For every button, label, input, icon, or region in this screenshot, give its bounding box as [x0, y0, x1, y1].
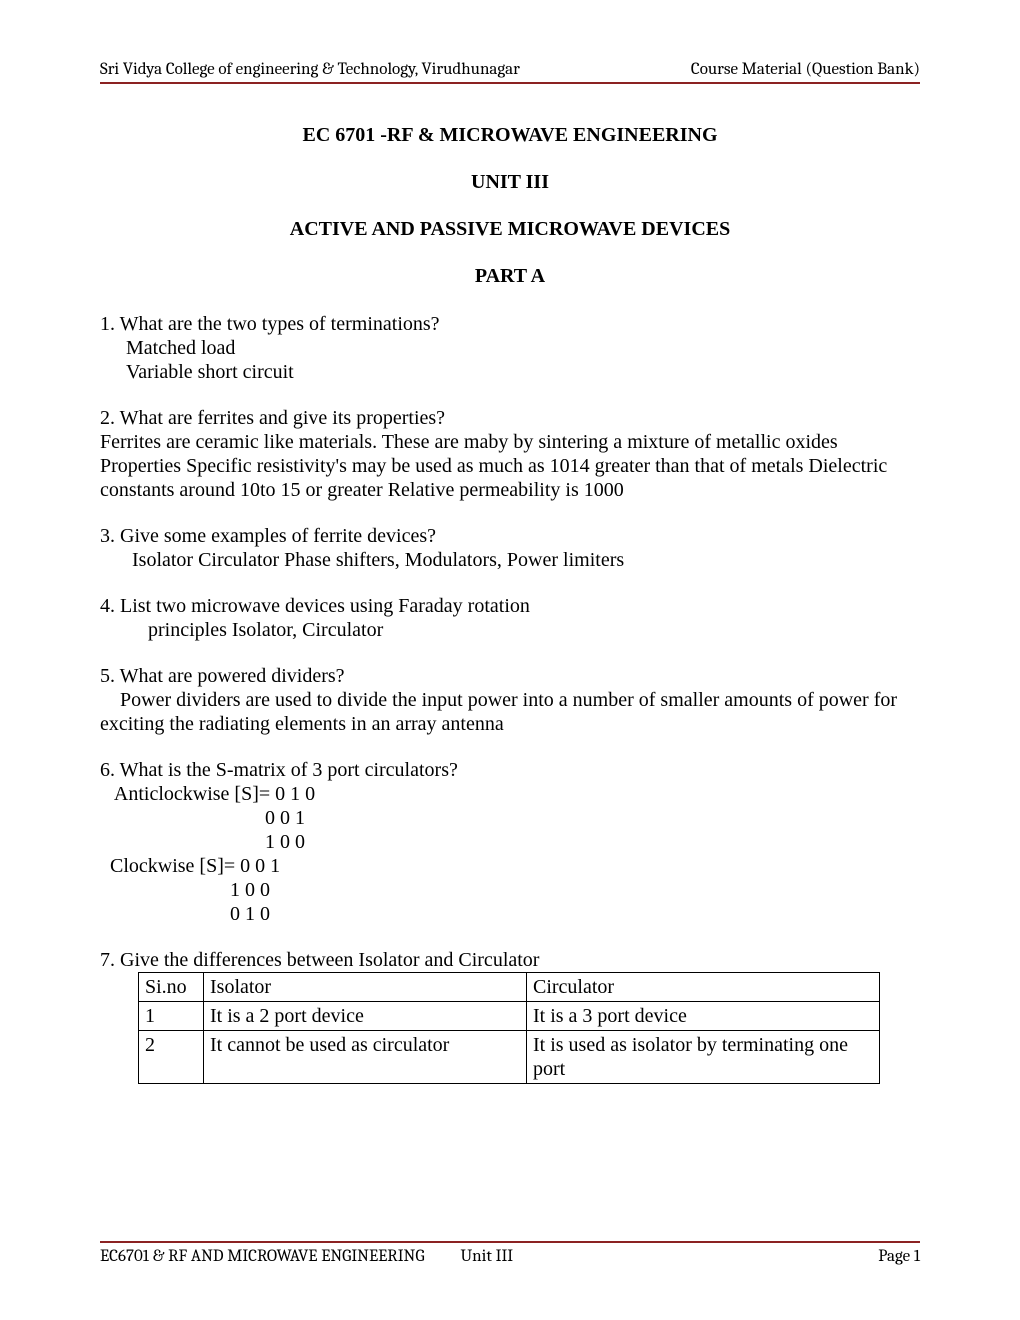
q6-text: 6. What is the S-matrix of 3 port circul… — [100, 758, 920, 782]
question-5: 5. What are powered dividers? Power divi… — [100, 664, 920, 736]
header-left: Sri Vidya College of engineering & Techn… — [100, 60, 520, 79]
question-3: 3. Give some examples of ferrite devices… — [100, 524, 920, 572]
cell: 2 — [139, 1031, 204, 1084]
footer-course: EC6701 & RF AND MICROWAVE ENGINEERING — [100, 1247, 425, 1266]
page: Sri Vidya College of engineering & Techn… — [0, 0, 1020, 1320]
q6-cw-label: Clockwise [S]= 0 0 1 — [100, 854, 920, 878]
header-rule — [100, 82, 920, 84]
question-6: 6. What is the S-matrix of 3 port circul… — [100, 758, 920, 926]
footer-page: Page 1 — [878, 1247, 920, 1266]
q1-answer-1: Matched load — [100, 336, 920, 360]
question-1: 1. What are the two types of termination… — [100, 312, 920, 384]
footer-unit: Unit III — [461, 1247, 514, 1266]
q6-ac-r3: 1 0 0 — [100, 830, 920, 854]
q2-text: 2. What are ferrites and give its proper… — [100, 406, 920, 430]
footer-rule — [100, 1241, 920, 1243]
q6-cw-r3: 0 1 0 — [100, 902, 920, 926]
q3-answer: Isolator Circulator Phase shifters, Modu… — [100, 548, 920, 572]
question-4: 4. List two microwave devices using Fara… — [100, 594, 920, 642]
q5-text: 5. What are powered dividers? — [100, 664, 920, 688]
unit-title: UNIT III — [100, 171, 920, 194]
cell: It is a 2 port device — [204, 1002, 527, 1031]
question-2: 2. What are ferrites and give its proper… — [100, 406, 920, 502]
part-title: PART A — [100, 265, 920, 288]
q7-text: 7. Give the differences between Isolator… — [100, 948, 920, 972]
header-right: Course Material (Question Bank) — [691, 60, 920, 79]
comparison-table: Si.no Isolator Circulator 1 It is a 2 po… — [138, 972, 880, 1084]
q3-text: 3. Give some examples of ferrite devices… — [100, 524, 920, 548]
footer-row: EC6701 & RF AND MICROWAVE ENGINEERING Un… — [100, 1247, 920, 1266]
col-isolator: Isolator — [204, 973, 527, 1002]
q5-answer: Power dividers are used to divide the in… — [100, 688, 920, 736]
footer-left: EC6701 & RF AND MICROWAVE ENGINEERING Un… — [100, 1247, 513, 1266]
q2-answer: Ferrites are ceramic like materials. The… — [100, 430, 920, 502]
page-header: Sri Vidya College of engineering & Techn… — [100, 60, 920, 79]
q4-line2: principles Isolator, Circulator — [100, 618, 920, 642]
q6-cw-r2: 1 0 0 — [100, 878, 920, 902]
subject-title: ACTIVE AND PASSIVE MICROWAVE DEVICES — [100, 218, 920, 241]
table-row: 2 It cannot be used as circulator It is … — [139, 1031, 880, 1084]
q1-text: 1. What are the two types of termination… — [100, 312, 920, 336]
page-footer: EC6701 & RF AND MICROWAVE ENGINEERING Un… — [100, 1241, 920, 1266]
col-circulator: Circulator — [527, 973, 880, 1002]
table-row: 1 It is a 2 port device It is a 3 port d… — [139, 1002, 880, 1031]
cell: 1 — [139, 1002, 204, 1031]
table-header-row: Si.no Isolator Circulator — [139, 973, 880, 1002]
course-title: EC 6701 -RF & MICROWAVE ENGINEERING — [100, 124, 920, 147]
cell: It is a 3 port device — [527, 1002, 880, 1031]
q6-ac-label: Anticlockwise [S]= 0 1 0 — [100, 782, 920, 806]
q1-answer-2: Variable short circuit — [100, 360, 920, 384]
cell: It is used as isolator by terminating on… — [527, 1031, 880, 1084]
q6-ac-r2: 0 0 1 — [100, 806, 920, 830]
col-sino: Si.no — [139, 973, 204, 1002]
q4-line1: 4. List two microwave devices using Fara… — [100, 594, 570, 618]
content-body: 1. What are the two types of termination… — [100, 312, 920, 1084]
question-7: 7. Give the differences between Isolator… — [100, 948, 920, 1084]
cell: It cannot be used as circulator — [204, 1031, 527, 1084]
